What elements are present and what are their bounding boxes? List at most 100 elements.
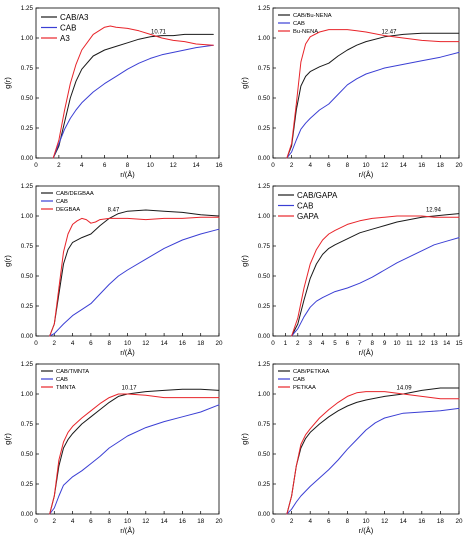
x-tick-label: 2 [290,518,294,525]
y-tick-label: 0.50 [21,95,34,102]
series-line-cab [49,404,220,515]
x-tick-label: 18 [197,518,205,525]
x-axis-label: r/(Å) [120,170,135,179]
x-axis-label: r/(Å) [120,348,135,357]
x-tick-label: 8 [346,162,350,169]
x-tick-label: 3 [308,340,312,347]
chart-panel-5: 0 2 4 6 8 10 12 14 16 18 20 0.00 0.25 0.50 0.75 1.00 1.2… [3,361,223,535]
legend-label: CAB/Bu-NENA [293,13,332,19]
x-tick-label: 12 [381,162,389,169]
x-tick-label: 14 [193,162,201,169]
series-line-gapa [291,215,460,337]
annotation-label: 10.71 [151,30,167,36]
x-tick-label: 8 [346,518,350,525]
y-tick-label: 0.00 [21,155,34,162]
series-line-cab-tmnta [49,388,220,515]
series-line-cab-bu-nena [286,32,460,159]
y-tick-label: 0.00 [258,333,271,340]
x-axis-label: r/(Å) [359,348,374,357]
x-tick-label: 6 [103,162,107,169]
x-axis-label: r/(Å) [359,170,374,179]
chart-panel-1: 0 2 4 6 8 10 12 14 16 0.00 0.25 0.50 0.75 1.00 1.25 r/(… [3,5,223,179]
x-tick-label: 16 [179,340,187,347]
x-tick-label: 4 [80,162,84,169]
y-tick-label: 0.75 [21,65,34,72]
x-tick-label: 12 [142,518,150,525]
y-tick-label: 1.00 [258,391,271,398]
x-tick-label: 15 [455,340,463,347]
y-tick-label: 1.25 [21,361,34,368]
x-tick-label: 0 [271,162,275,169]
y-tick-label: 0.25 [258,303,271,310]
series-line-petkaa [286,391,460,515]
series-line-cab-a3 [52,33,214,159]
series-line-cab-degbaa [49,209,220,337]
annotation-label: 12.94 [426,208,442,214]
series-line-a3 [52,25,214,159]
y-axis-label: g(r) [240,255,249,267]
series-line-cab [49,228,220,337]
series-line-cab [291,237,460,337]
y-axis-label: g(r) [3,255,12,267]
x-tick-label: 16 [215,162,223,169]
y-tick-label: 0.50 [21,451,34,458]
x-tick-label: 6 [89,518,93,525]
y-tick-label: 0.25 [21,125,34,132]
x-tick-label: 6 [346,340,350,347]
legend-label: TMNTA [56,385,76,391]
x-tick-label: 10 [393,340,401,347]
x-tick-label: 18 [437,518,445,525]
y-tick-label: 0.25 [258,125,271,132]
x-tick-label: 4 [308,518,312,525]
x-tick-label: 14 [443,340,451,347]
y-tick-label: 0.25 [21,481,34,488]
x-tick-label: 14 [161,340,169,347]
x-tick-label: 13 [431,340,439,347]
y-tick-label: 0.00 [258,155,271,162]
x-tick-label: 20 [215,340,223,347]
x-tick-label: 10 [147,162,155,169]
series-line-cab [286,51,460,159]
y-tick-label: 0.50 [258,273,271,280]
x-tick-label: 0 [34,162,38,169]
x-tick-label: 9 [383,340,387,347]
x-tick-label: 7 [358,340,362,347]
x-tick-label: 4 [71,518,75,525]
y-axis-label: g(r) [240,433,249,445]
x-tick-label: 12 [142,340,150,347]
x-tick-label: 20 [215,518,223,525]
x-tick-label: 2 [296,340,300,347]
legend-label: CAB/TMNTA [56,369,89,375]
x-tick-label: 5 [333,340,337,347]
y-tick-label: 0.25 [21,303,34,310]
x-tick-label: 0 [271,518,275,525]
y-tick-label: 1.00 [21,391,34,398]
legend-label: CAB [56,377,68,383]
x-tick-label: 8 [126,162,130,169]
series-line-degbaa [49,216,220,337]
annotation-label: 14.09 [397,386,413,392]
legend-label: CAB/DEGBAA [56,191,94,197]
legend-label: Bu-NENA [293,29,318,35]
x-tick-label: 6 [327,162,331,169]
series-line-cab [52,44,214,159]
legend-label: DEGBAA [56,207,80,213]
y-tick-label: 0.00 [258,511,271,518]
x-tick-label: 8 [107,518,111,525]
series-line-cab-petkaa [286,387,460,515]
y-tick-label: 0.75 [258,65,271,72]
x-tick-label: 2 [290,162,294,169]
x-tick-label: 4 [308,162,312,169]
legend-label: CAB/GAPA [297,191,338,200]
y-tick-label: 1.00 [21,213,34,220]
legend-label: CAB [60,23,76,32]
x-tick-label: 10 [124,518,132,525]
x-axis-label: r/(Å) [359,526,374,535]
y-tick-label: 0.75 [21,421,34,428]
chart-panel-3: 0 2 4 6 8 10 12 14 16 18 20 0.00 0.25 0.50 0.75 1.00 1.2… [3,183,223,357]
series-line-cab-gapa [291,213,460,337]
x-tick-label: 4 [321,340,325,347]
series-line-cab [286,407,460,515]
x-tick-label: 0 [271,340,275,347]
x-axis-label: r/(Å) [120,526,135,535]
